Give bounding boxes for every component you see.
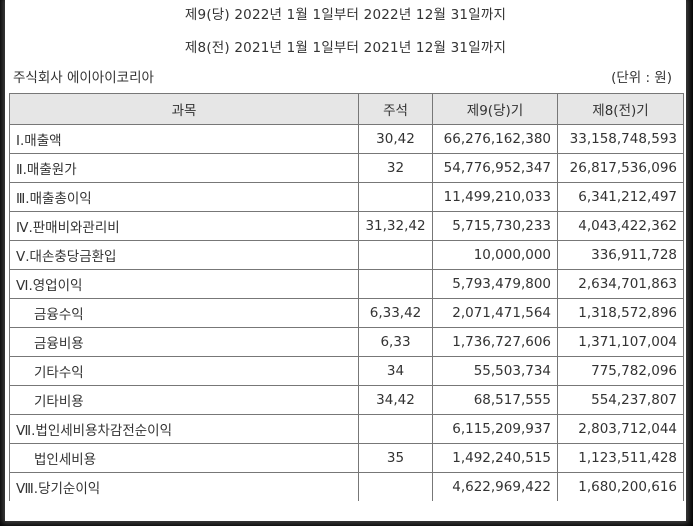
row-prior-amount-cell: 6,341,212,497 — [557, 182, 684, 212]
company-name: 주식회사 에이아이코리아 — [13, 70, 154, 86]
table-row: Ⅰ.매출액 30,42 66,276,162,380 33,158,748,593 — [9, 124, 684, 154]
row-current-amount-cell: 68,517,555 — [432, 385, 558, 415]
unit-label: (단위 : 원) — [611, 70, 672, 86]
table-body: Ⅰ.매출액 30,42 66,276,162,380 33,158,748,593 Ⅱ.… — [9, 124, 684, 501]
row-prior-amount-cell: 4,043,422,362 — [557, 211, 684, 241]
row-subject-cell: 기타비용 — [9, 385, 359, 415]
column-header-current: 제9(당)기 — [432, 93, 558, 125]
row-current-amount-cell: 66,276,162,380 — [432, 124, 558, 154]
row-note-cell — [358, 472, 433, 501]
column-header-note: 주석 — [358, 93, 433, 125]
row-subject-cell: 기타수익 — [9, 356, 359, 386]
row-current-amount-cell: 54,776,952,347 — [432, 153, 558, 183]
row-subject-cell: 금융수익 — [9, 298, 359, 328]
table-header-row: 과목 주석 제9(당)기 제8(전)기 — [9, 93, 684, 125]
row-subject-cell: Ⅷ.당기순이익 — [9, 472, 359, 501]
row-current-amount-cell: 4,622,969,422 — [432, 472, 558, 501]
row-current-amount-cell: 1,736,727,606 — [432, 327, 558, 357]
row-prior-amount-cell: 26,817,536,096 — [557, 153, 684, 183]
table-row: 기타비용 34,42 68,517,555 554,237,807 — [9, 385, 684, 415]
table-row: 기타수익 34 55,503,734 775,782,096 — [9, 356, 684, 386]
row-note-cell — [358, 269, 433, 299]
row-current-amount-cell: 11,499,210,033 — [432, 182, 558, 212]
current-period-line: 제9(당) 2022년 1월 1일부터 2022년 12월 31일까지 — [184, 7, 507, 23]
row-prior-amount-cell: 775,782,096 — [557, 356, 684, 386]
table-row: Ⅴ.대손충당금환입 10,000,000 336,911,728 — [9, 240, 684, 270]
table-row: Ⅱ.매출원가 32 54,776,952,347 26,817,536,096 — [9, 153, 684, 183]
row-subject-cell: Ⅲ.매출총이익 — [9, 182, 359, 212]
row-note-cell: 31,32,42 — [358, 211, 433, 241]
row-prior-amount-cell: 33,158,748,593 — [557, 124, 684, 154]
table-row: Ⅳ.판매비와관리비 31,32,42 5,715,730,233 4,043,422,… — [9, 211, 684, 241]
table-row: Ⅲ.매출총이익 11,499,210,033 6,341,212,497 — [9, 182, 684, 212]
row-prior-amount-cell: 554,237,807 — [557, 385, 684, 415]
row-prior-amount-cell: 2,634,701,863 — [557, 269, 684, 299]
table-row: 법인세비용 35 1,492,240,515 1,123,511,428 — [9, 443, 684, 473]
row-subject-cell: 법인세비용 — [9, 443, 359, 473]
row-note-cell: 35 — [358, 443, 433, 473]
row-subject-cell: Ⅰ.매출액 — [9, 124, 359, 154]
row-note-cell: 6,33,42 — [358, 298, 433, 328]
row-note-cell: 32 — [358, 153, 433, 183]
row-note-cell — [358, 414, 433, 444]
row-current-amount-cell: 55,503,734 — [432, 356, 558, 386]
row-prior-amount-cell: 2,803,712,044 — [557, 414, 684, 444]
table-row: Ⅶ.법인세비용차감전순이익 6,115,209,937 2,803,712,044 — [9, 414, 684, 444]
table-row: Ⅷ.당기순이익 4,622,969,422 1,680,200,616 — [9, 472, 684, 501]
row-subject-cell: Ⅵ.영업이익 — [9, 269, 359, 299]
table-row: 금융비용 6,33 1,736,727,606 1,371,107,004 — [9, 327, 684, 357]
prior-period-line: 제8(전) 2021년 1월 1일부터 2021년 12월 31일까지 — [184, 40, 507, 56]
row-note-cell: 34 — [358, 356, 433, 386]
row-prior-amount-cell: 1,318,572,896 — [557, 298, 684, 328]
row-note-cell: 6,33 — [358, 327, 433, 357]
row-subject-cell: 금융비용 — [9, 327, 359, 357]
row-subject-cell: Ⅳ.판매비와관리비 — [9, 211, 359, 241]
row-prior-amount-cell: 1,123,511,428 — [557, 443, 684, 473]
row-current-amount-cell: 5,715,730,233 — [432, 211, 558, 241]
row-prior-amount-cell: 1,680,200,616 — [557, 472, 684, 501]
row-current-amount-cell: 6,115,209,937 — [432, 414, 558, 444]
row-prior-amount-cell: 336,911,728 — [557, 240, 684, 270]
row-current-amount-cell: 2,071,471,564 — [432, 298, 558, 328]
row-note-cell — [358, 240, 433, 270]
row-subject-cell: Ⅱ.매출원가 — [9, 153, 359, 183]
table-row: Ⅵ.영업이익 5,793,479,800 2,634,701,863 — [9, 269, 684, 299]
row-note-cell — [358, 182, 433, 212]
column-header-prior: 제8(전)기 — [557, 93, 684, 125]
table-row: 금융수익 6,33,42 2,071,471,564 1,318,572,896 — [9, 298, 684, 328]
row-current-amount-cell: 10,000,000 — [432, 240, 558, 270]
column-header-subject: 과목 — [9, 93, 359, 125]
income-statement-table: 과목 주석 제9(당)기 제8(전)기 Ⅰ.매출액 30,42 66,276,162… — [9, 93, 684, 501]
statement-sheet: 제9(당) 2022년 1월 1일부터 2022년 12월 31일까지 제8(전… — [5, 0, 686, 521]
row-note-cell: 30,42 — [358, 124, 433, 154]
row-subject-cell: Ⅶ.법인세비용차감전순이익 — [9, 414, 359, 444]
row-subject-cell: Ⅴ.대손충당금환입 — [9, 240, 359, 270]
row-prior-amount-cell: 1,371,107,004 — [557, 327, 684, 357]
row-current-amount-cell: 1,492,240,515 — [432, 443, 558, 473]
row-note-cell: 34,42 — [358, 385, 433, 415]
row-current-amount-cell: 5,793,479,800 — [432, 269, 558, 299]
